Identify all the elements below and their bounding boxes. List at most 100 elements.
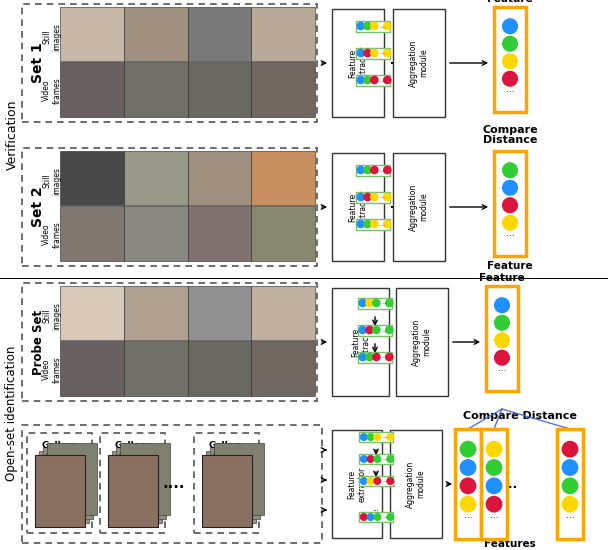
Bar bbox=[108, 455, 157, 527]
Circle shape bbox=[371, 76, 378, 84]
Circle shape bbox=[384, 23, 391, 30]
Circle shape bbox=[503, 54, 517, 69]
Text: Feature
extractor: Feature extractor bbox=[348, 189, 368, 224]
Bar bbox=[356, 191, 390, 202]
Circle shape bbox=[495, 350, 510, 365]
Circle shape bbox=[357, 221, 364, 228]
Text: Feature: Feature bbox=[487, 0, 533, 4]
Text: Aggregation
module: Aggregation module bbox=[409, 183, 429, 230]
Text: Feature
extractor: Feature extractor bbox=[348, 46, 368, 81]
Bar bbox=[393, 153, 445, 261]
Text: ....: .... bbox=[163, 476, 185, 492]
Text: Gallery
Set 2: Gallery Set 2 bbox=[114, 441, 151, 461]
Text: Gallery
Set 1: Gallery Set 1 bbox=[41, 441, 78, 461]
Bar bbox=[187, 151, 251, 205]
Bar bbox=[332, 430, 382, 538]
Circle shape bbox=[367, 434, 374, 441]
Text: Aggregation
module: Aggregation module bbox=[409, 40, 429, 86]
Bar bbox=[356, 20, 390, 31]
Bar bbox=[210, 447, 260, 519]
Bar bbox=[356, 164, 390, 175]
Circle shape bbox=[364, 166, 371, 174]
Bar bbox=[187, 63, 251, 117]
Bar bbox=[358, 351, 392, 362]
Bar bbox=[187, 286, 251, 340]
Bar bbox=[201, 455, 252, 527]
Text: Set 2: Set 2 bbox=[31, 186, 45, 227]
Circle shape bbox=[373, 326, 380, 334]
Text: Video
frames: Video frames bbox=[43, 77, 61, 103]
Circle shape bbox=[357, 50, 364, 57]
Bar bbox=[356, 218, 390, 229]
Text: ...: ... bbox=[489, 510, 499, 520]
Circle shape bbox=[503, 216, 517, 230]
Bar bbox=[120, 443, 170, 515]
Circle shape bbox=[387, 434, 393, 441]
Text: Feature: Feature bbox=[479, 273, 525, 283]
Circle shape bbox=[374, 478, 381, 485]
Circle shape bbox=[562, 478, 578, 493]
Bar bbox=[356, 47, 390, 58]
Text: Verification: Verification bbox=[5, 100, 18, 170]
Bar bbox=[46, 443, 97, 515]
Circle shape bbox=[361, 456, 367, 463]
Bar bbox=[27, 433, 92, 533]
Bar bbox=[486, 286, 518, 391]
Bar bbox=[124, 151, 187, 205]
Circle shape bbox=[384, 194, 391, 201]
Text: ...: ... bbox=[381, 355, 387, 360]
Circle shape bbox=[367, 478, 374, 485]
Text: Aggregation
module: Aggregation module bbox=[412, 318, 432, 366]
Circle shape bbox=[357, 194, 364, 201]
Bar bbox=[393, 9, 445, 117]
Circle shape bbox=[387, 456, 393, 463]
Text: Gallery
Set N: Gallery Set N bbox=[209, 441, 244, 461]
Text: Still
images: Still images bbox=[43, 167, 61, 195]
Bar bbox=[60, 151, 124, 205]
Circle shape bbox=[460, 478, 475, 493]
Text: ...: ... bbox=[379, 168, 385, 173]
Circle shape bbox=[367, 514, 374, 520]
Circle shape bbox=[373, 299, 380, 307]
Bar bbox=[124, 342, 187, 396]
Circle shape bbox=[371, 221, 378, 228]
Bar bbox=[455, 429, 481, 539]
Bar bbox=[60, 342, 124, 396]
Bar bbox=[332, 288, 389, 396]
Bar bbox=[359, 512, 393, 522]
Circle shape bbox=[385, 353, 393, 361]
Bar bbox=[390, 430, 442, 538]
Circle shape bbox=[460, 442, 475, 457]
Text: Distance: Distance bbox=[483, 135, 537, 145]
Bar bbox=[60, 206, 124, 261]
Circle shape bbox=[364, 76, 371, 84]
Bar bbox=[100, 433, 165, 533]
Text: ...: ... bbox=[565, 510, 575, 520]
Text: ...: ... bbox=[464, 510, 472, 520]
Circle shape bbox=[387, 514, 393, 520]
Text: ...: ... bbox=[381, 327, 387, 333]
Circle shape bbox=[366, 299, 373, 307]
Bar bbox=[396, 288, 448, 396]
Circle shape bbox=[387, 478, 393, 485]
Text: ...: ... bbox=[379, 51, 385, 56]
Circle shape bbox=[371, 50, 378, 57]
Circle shape bbox=[503, 180, 517, 195]
Circle shape bbox=[503, 163, 517, 178]
Circle shape bbox=[357, 166, 364, 174]
Circle shape bbox=[562, 497, 578, 512]
Circle shape bbox=[371, 23, 378, 30]
Bar bbox=[60, 286, 124, 340]
Bar bbox=[187, 7, 251, 61]
Circle shape bbox=[486, 478, 502, 493]
Circle shape bbox=[503, 198, 517, 213]
Text: ...: ... bbox=[379, 24, 385, 29]
Text: Aggregation
module: Aggregation module bbox=[406, 460, 426, 508]
Bar bbox=[251, 342, 315, 396]
Text: ...: ... bbox=[373, 506, 379, 512]
Text: Compare Distance: Compare Distance bbox=[463, 411, 577, 421]
Bar bbox=[332, 153, 384, 261]
Bar bbox=[22, 425, 322, 543]
Bar bbox=[213, 443, 263, 515]
Text: ...: ... bbox=[498, 364, 506, 373]
